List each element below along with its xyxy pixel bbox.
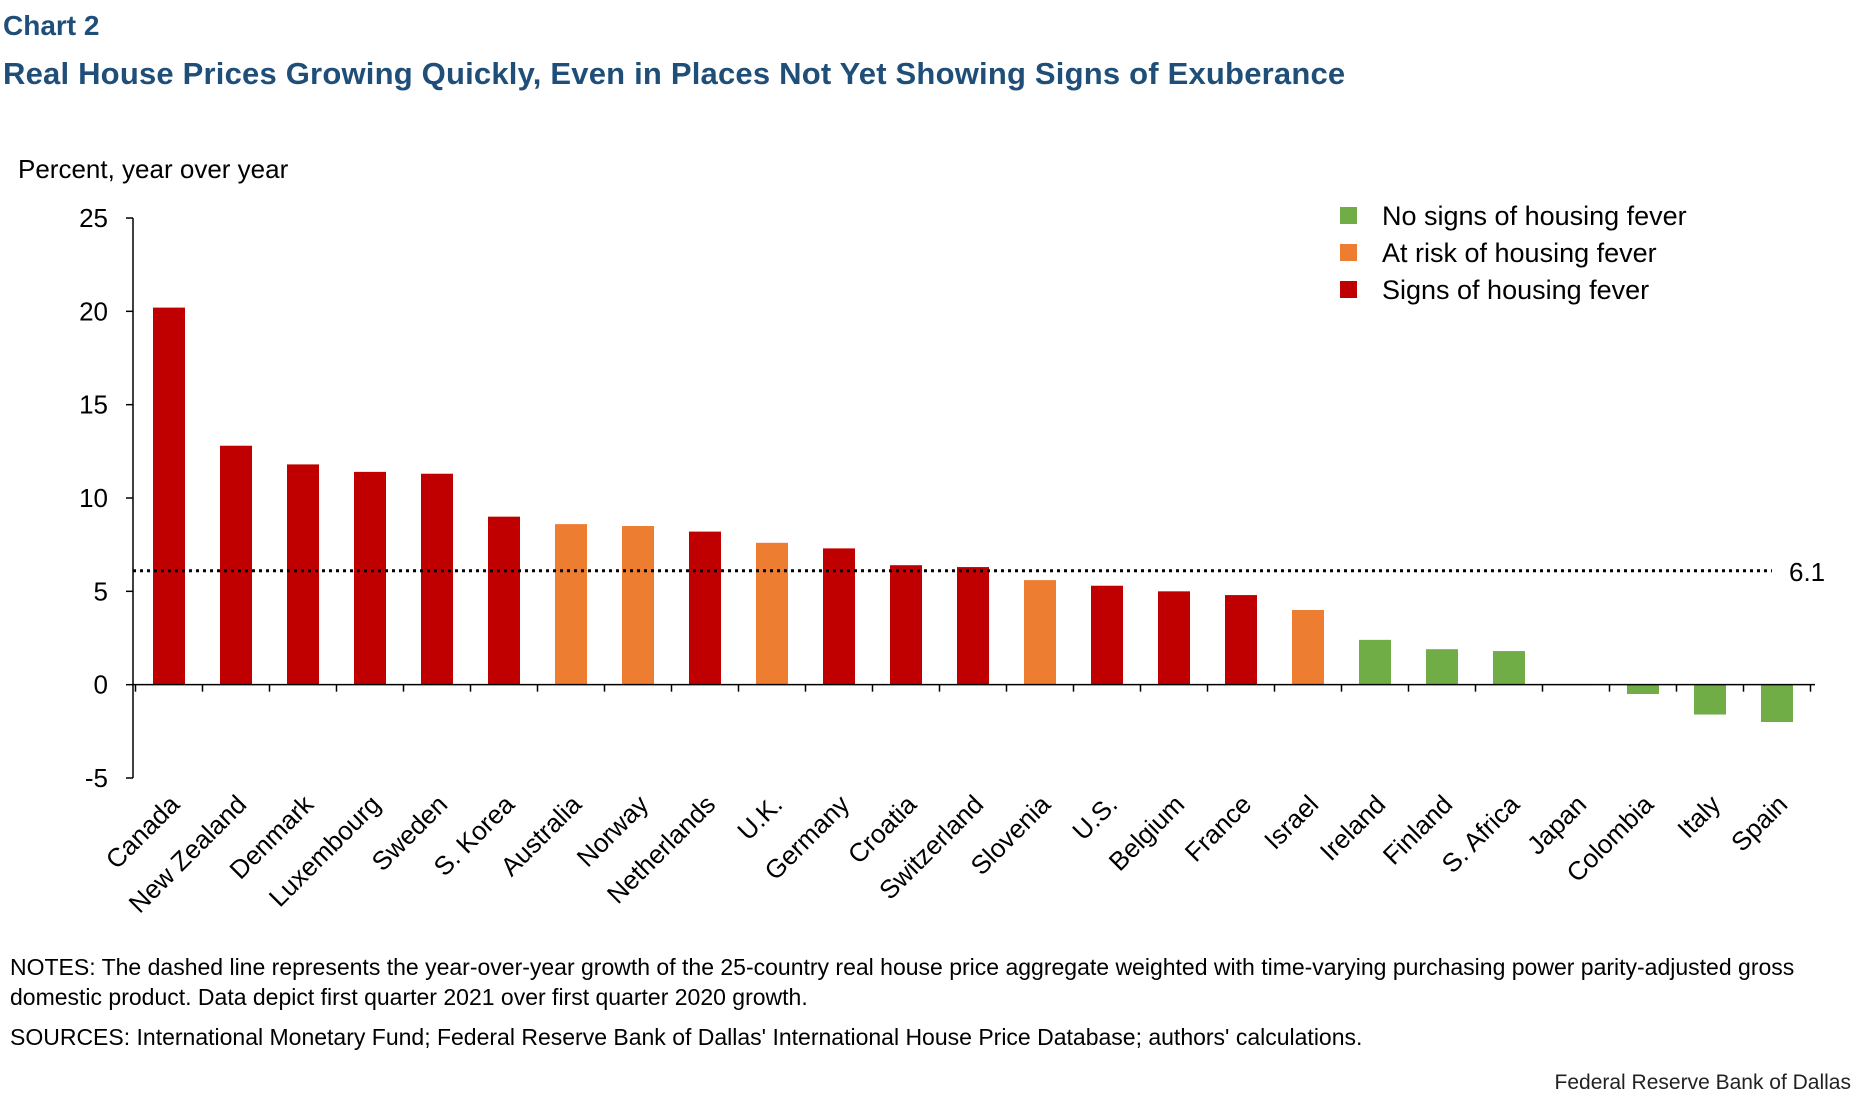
chart-notes: NOTES: The dashed line represents the ye… (10, 954, 1795, 1010)
reference-line-label: 6.1 (1789, 557, 1825, 587)
x-tick-label: Ireland (1314, 789, 1391, 866)
bar-s-korea (488, 516, 520, 685)
x-tick-label: Belgium (1103, 789, 1191, 877)
bar-u-k (756, 542, 788, 685)
bar-s-africa (1493, 651, 1525, 685)
bar-slovenia (1024, 580, 1056, 685)
legend: No signs of housing fever At risk of hous… (1340, 201, 1687, 305)
reference-line-group: 6.1 (133, 557, 1825, 587)
chart-title: Real House Prices Growing Quickly, Even … (3, 56, 1346, 91)
x-tick-label: U.S. (1066, 789, 1123, 846)
bar-chart: Percent, year over year -5 0 5 10 15 20 25 Can… (18, 154, 1825, 919)
bar-canada (153, 307, 185, 685)
legend-label-none: No signs of housing fever (1382, 201, 1687, 231)
bar-israel (1292, 610, 1324, 685)
y-tick-label: 10 (79, 483, 108, 513)
legend-label-fever: Signs of housing fever (1382, 275, 1649, 305)
legend-label-risk: At risk of housing fever (1382, 238, 1657, 268)
axes: -5 0 5 10 15 20 25 (79, 203, 1815, 793)
y-tick-label: 20 (79, 296, 108, 326)
bar-spain (1761, 684, 1793, 722)
x-tick-label: U.K. (731, 789, 788, 846)
chart-credit: Federal Reserve Bank of Dallas (1554, 1071, 1851, 1094)
bar-australia (555, 524, 587, 685)
legend-swatch-fever (1340, 281, 1357, 298)
bar-denmark (287, 464, 319, 685)
bar-ireland (1359, 639, 1391, 685)
y-tick-label: 0 (94, 670, 108, 700)
x-tick-label: France (1179, 789, 1257, 867)
y-tick-label: -5 (85, 763, 108, 793)
bar-luxembourg (354, 471, 386, 685)
x-tick-label: Spain (1725, 789, 1793, 857)
bar-italy (1694, 684, 1726, 715)
bar-netherlands (689, 531, 721, 685)
bar-germany (823, 548, 855, 685)
y-tick-label: 15 (79, 390, 108, 420)
bar-switzerland (957, 567, 989, 685)
bar-belgium (1158, 591, 1190, 685)
bar-colombia (1627, 684, 1659, 694)
chart-label: Chart 2 (3, 10, 100, 41)
bar-u-s (1091, 585, 1123, 685)
chart-sources: SOURCES: International Monetary Fund; Fe… (10, 1024, 1363, 1050)
y-tick-label: 5 (94, 576, 108, 606)
bar-croatia (890, 565, 922, 685)
x-tick-label: Italy (1671, 789, 1726, 844)
y-tick-label: 25 (79, 203, 108, 233)
legend-swatch-risk (1340, 244, 1357, 261)
bar-new-zealand (220, 445, 252, 685)
y-axis-label: Percent, year over year (18, 154, 289, 184)
bar-sweden (421, 473, 453, 685)
bar-finland (1426, 649, 1458, 685)
bar-norway (622, 526, 654, 685)
bars (153, 307, 1793, 722)
legend-swatch-none (1340, 207, 1357, 224)
bar-france (1225, 595, 1257, 685)
